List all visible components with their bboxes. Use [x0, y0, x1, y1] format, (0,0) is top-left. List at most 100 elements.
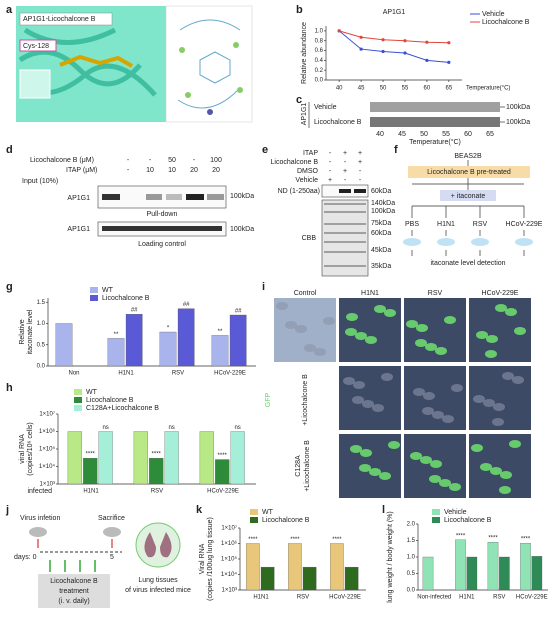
y-axis-label: (copies /100ug lung tissue) [207, 517, 214, 601]
x-tick-label: H1N1 [459, 595, 475, 601]
cell: 100 [210, 157, 222, 164]
cell [384, 309, 396, 317]
cell [413, 388, 425, 396]
significance: **** [290, 537, 300, 543]
blot-band [207, 194, 224, 200]
y-tick-label: 1×10⁷ [221, 525, 237, 532]
row-label: Licochalcone B [314, 119, 362, 126]
cell [423, 392, 435, 400]
event: Sacrifice [98, 515, 125, 522]
ladder: 140kDa [371, 200, 395, 207]
y-tick-label: 1×10⁵ [221, 556, 238, 563]
cell [471, 444, 483, 452]
blot-band [370, 117, 500, 127]
cell [512, 376, 524, 384]
cell [449, 483, 461, 491]
point [425, 58, 429, 62]
cell: 10 [168, 167, 176, 174]
dish [515, 238, 533, 246]
point [337, 29, 341, 33]
cell: - [329, 150, 332, 157]
blot-band [186, 194, 204, 200]
bar [302, 566, 317, 591]
cell [416, 324, 428, 332]
cell: 20 [212, 167, 220, 174]
x-tick-label: 55 [402, 86, 409, 92]
bar [531, 556, 543, 591]
x-tick-label: H1N1 [83, 489, 99, 495]
cell [406, 320, 418, 328]
x-tick-label: RSV [151, 489, 163, 495]
point [359, 47, 363, 51]
significance: * [167, 326, 170, 332]
series-line [339, 30, 449, 44]
caption: Loading control [138, 241, 186, 248]
cell [388, 441, 400, 449]
x-tick-label: 60 [424, 86, 431, 92]
treatment: treatment [59, 588, 89, 595]
panel-label: i [262, 281, 265, 293]
row-label: Vehicle [295, 177, 318, 184]
y-tick-label: 1.0 [407, 555, 416, 561]
significance: ns [102, 425, 108, 431]
cell [425, 343, 437, 351]
x-tick-label: RSV [493, 595, 505, 601]
event-arrow [37, 539, 113, 548]
panel-label: j [5, 504, 9, 516]
cell [314, 348, 326, 356]
x-tick-label: 50 [380, 86, 387, 92]
cell [499, 486, 511, 494]
bar [288, 543, 302, 591]
bar [55, 323, 73, 367]
probe-label: ND (1-250aa) [278, 188, 320, 195]
bar [211, 335, 229, 367]
bar [199, 431, 214, 485]
cell [429, 475, 441, 483]
bar [177, 308, 195, 367]
y-tick-label: 1.0 [37, 321, 46, 327]
cell: + [358, 159, 362, 166]
column-label: Control [294, 290, 317, 297]
axes [325, 26, 462, 81]
marker: 60kDa [371, 188, 391, 195]
caption: Pull-down [147, 211, 178, 218]
chart-title: AP1G1 [383, 9, 406, 16]
x-tick-label: 65 [445, 86, 452, 92]
cell: + [358, 150, 362, 157]
x-tick-label: HCoV-229E [329, 595, 361, 601]
point [359, 35, 363, 39]
significance: ## [131, 308, 138, 314]
cell [500, 471, 512, 479]
cell: + [343, 150, 347, 157]
protein-view [16, 6, 166, 122]
residue-dot [207, 109, 213, 115]
cell: 50 [168, 157, 176, 164]
cell [365, 336, 377, 344]
series-line [338, 30, 449, 63]
x-tick-label: HCoV-229E [516, 595, 548, 601]
bar [344, 566, 359, 591]
cell: - [344, 177, 347, 184]
legend-label: Vehicle [482, 11, 505, 18]
point [381, 49, 385, 54]
cell [353, 381, 365, 389]
lung-inset [135, 522, 181, 568]
title-box [19, 12, 113, 26]
bar [260, 566, 275, 591]
panel-label: k [196, 504, 203, 516]
bar [422, 556, 434, 591]
cell [343, 377, 355, 385]
bar [229, 314, 247, 367]
blot-band [339, 189, 351, 193]
bar [499, 556, 510, 591]
bar [230, 431, 245, 485]
panel-label: c [296, 94, 302, 106]
cell [422, 407, 434, 415]
row-label: C128A [295, 455, 302, 477]
cell: - [359, 168, 362, 175]
protein-label: AP1G1 [67, 226, 90, 233]
cell: 10 [146, 167, 154, 174]
cell [486, 335, 498, 343]
cell [304, 344, 316, 352]
panel-label: h [6, 382, 13, 394]
